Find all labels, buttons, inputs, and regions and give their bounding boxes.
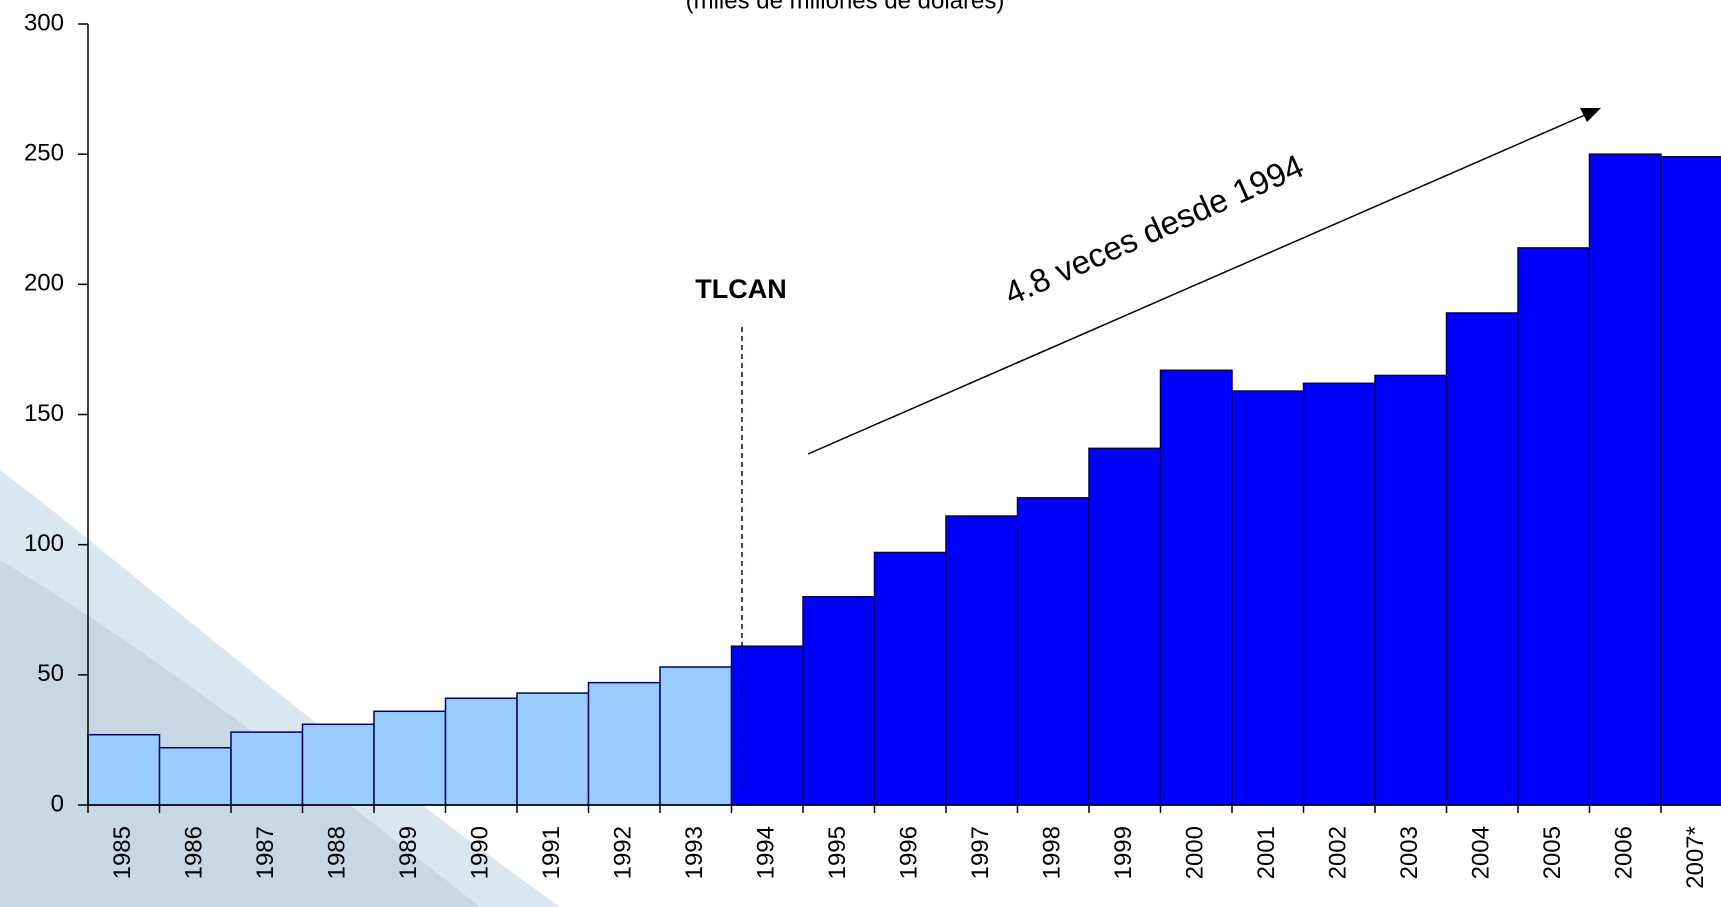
x-tick-label: 2001 (1253, 826, 1280, 879)
x-tick-label: 1995 (824, 826, 851, 879)
bar (516, 692, 590, 806)
bar (444, 697, 518, 806)
x-tick-label: 2002 (1325, 826, 1352, 879)
x-tick-label: 1990 (467, 826, 494, 879)
x-tick-label: 2007* (1682, 826, 1709, 889)
bar (87, 733, 161, 806)
bar (1374, 374, 1448, 806)
bar (659, 666, 733, 806)
bar (1445, 312, 1519, 806)
x-tick-label: 1994 (753, 826, 780, 879)
x-tick-label: 1993 (681, 826, 708, 879)
bar (1588, 153, 1662, 806)
growth-arrow (807, 114, 1586, 455)
y-tick-label: 250 (24, 140, 64, 167)
annotation: 4.8 veces desde 1994 (999, 147, 1309, 312)
x-tick-label: 1999 (1110, 826, 1137, 879)
bar (945, 515, 1019, 806)
x-tick-label: 1991 (538, 826, 565, 879)
bar (1088, 447, 1162, 806)
x-tick-label: 2004 (1468, 826, 1495, 879)
x-tick-label: 1986 (181, 826, 208, 879)
bar (1517, 247, 1591, 806)
x-tick-label: 2000 (1182, 826, 1209, 879)
bar (873, 551, 947, 806)
bar (1660, 156, 1721, 806)
arrow-head (1580, 108, 1601, 122)
bar (230, 731, 304, 806)
bar (1159, 369, 1233, 806)
bar (301, 723, 375, 806)
bar (587, 681, 661, 806)
bar (1302, 382, 1376, 806)
bar (373, 710, 447, 806)
y-tick-label: 0 (51, 790, 64, 817)
chart-subtitle: (miles de millones de dólares) (686, 0, 1005, 14)
y-tick-label: 150 (24, 400, 64, 427)
x-tick-label: 1996 (896, 826, 923, 879)
bar (158, 746, 232, 806)
annotation: TLCAN (695, 274, 786, 304)
bars (87, 153, 1721, 806)
y-tick-label: 200 (24, 270, 64, 297)
bar (1231, 390, 1305, 806)
x-tick-label: 1985 (109, 826, 136, 879)
y-tick-label: 100 (24, 530, 64, 557)
x-tick-label: 1989 (395, 826, 422, 879)
x-tick-label: 2005 (1539, 826, 1566, 879)
x-tick-label: 1997 (967, 826, 994, 879)
x-tick-label: 1987 (252, 826, 279, 879)
bar (802, 595, 876, 806)
bar (1016, 497, 1090, 806)
x-tick-label: 2006 (1611, 826, 1638, 879)
x-tick-label: 2003 (1396, 826, 1423, 879)
y-tick-label: 300 (24, 9, 64, 36)
x-tick-label: 1998 (1039, 826, 1066, 879)
y-tick-label: 50 (37, 660, 64, 687)
x-tick-label: 1992 (610, 826, 637, 879)
x-tick-label: 1988 (324, 826, 351, 879)
